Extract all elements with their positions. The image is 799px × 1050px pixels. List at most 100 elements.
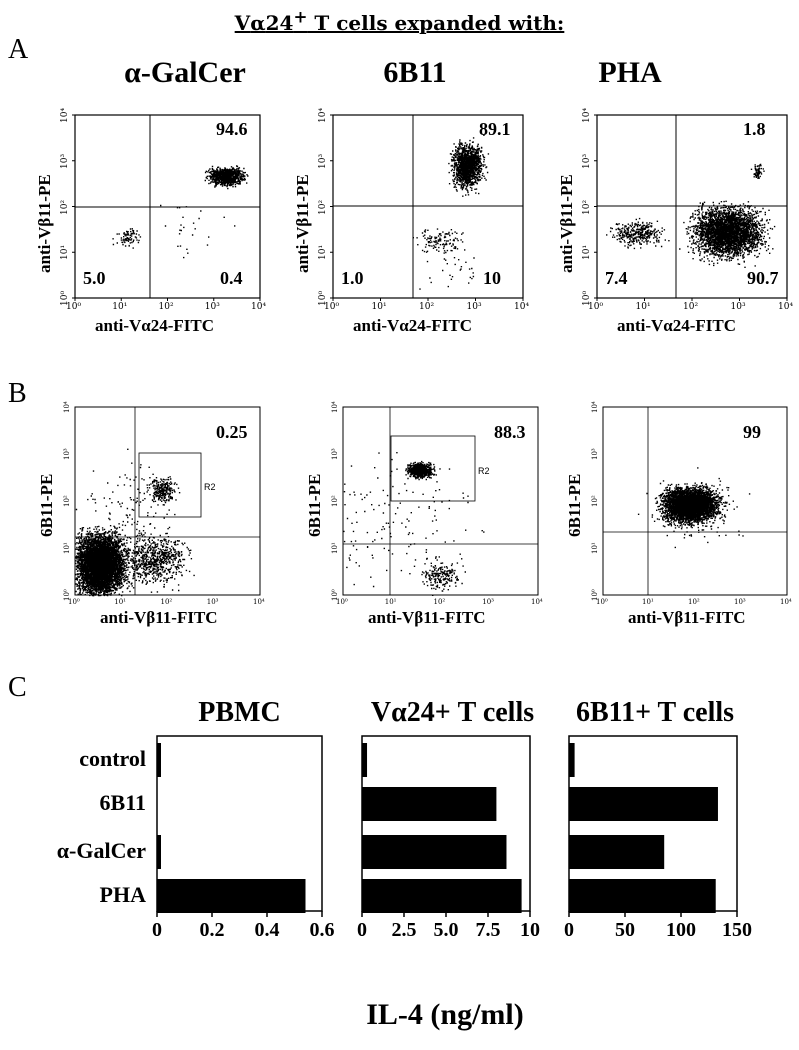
x-axis-title: IL-4 (ng/ml) [366, 998, 524, 1031]
plot-frame [74, 406, 261, 596]
y-axis-label: anti-Vβ11-PE [293, 174, 312, 273]
quadrant-lr-value: 90.7 [747, 268, 779, 288]
y-axis-label: anti-Vβ11-PE [35, 174, 54, 273]
x-tick-label: 10⁰ [324, 302, 340, 312]
y-tick-label: 10⁰ [63, 589, 71, 601]
category-label: control [79, 746, 146, 771]
flow-plot-b-2 [343, 452, 485, 596]
y-tick-label: 10³ [331, 448, 339, 460]
x-tick-label: 10⁰ [68, 598, 80, 606]
y-tick-label: 10⁴ [60, 107, 70, 123]
category-label: PHA [99, 882, 146, 907]
dot-cluster [75, 448, 181, 586]
dot-cluster [421, 556, 466, 596]
y-tick-label: 10² [318, 199, 328, 215]
y-tick-label: 10⁰ [318, 290, 328, 306]
x-tick-label: 10⁴ [514, 302, 530, 312]
x-axis-label: anti-Vβ11-FITC [100, 608, 218, 627]
x-tick-label: 10³ [482, 598, 494, 606]
x-tick-label: 150 [722, 919, 752, 941]
panel-a-title-3: PHA [598, 56, 662, 89]
bar [569, 835, 665, 869]
x-tick-label: 10¹ [635, 302, 651, 312]
x-tick-label: 5.0 [433, 919, 459, 941]
x-tick-label: 10⁴ [251, 302, 267, 312]
bar [362, 835, 507, 869]
x-tick-label: 10² [158, 302, 174, 312]
dot-cluster [204, 165, 249, 190]
gate-label: R2 [204, 482, 216, 492]
y-tick-label: 10³ [582, 153, 592, 169]
x-tick-label: 10¹ [371, 302, 387, 312]
y-tick-label: 10¹ [582, 245, 592, 261]
y-tick-label: 10³ [591, 448, 599, 460]
y-axis-label: 6B11-PE [565, 473, 584, 537]
panel-a-title-1: α-GalCer [124, 56, 246, 89]
x-tick-label: 0 [357, 919, 367, 941]
x-tick-label: 10⁰ [596, 598, 608, 606]
x-tick-label: 10³ [730, 302, 746, 312]
dot-cluster [160, 204, 236, 259]
dot-cluster [112, 228, 142, 249]
quadrant-ur-value: 1.8 [743, 119, 766, 139]
y-tick-label: 10³ [318, 153, 328, 169]
x-tick-label: 10² [683, 302, 699, 312]
dot-cluster [651, 480, 730, 531]
category-label: 6B11 [99, 790, 146, 815]
x-tick-label: 100 [666, 919, 696, 941]
x-tick-label: 10⁰ [66, 302, 82, 312]
dot-cluster [606, 217, 670, 250]
quadrant-ll-value: 7.4 [605, 268, 628, 288]
quadrant-ll-value: 1.0 [341, 268, 364, 288]
y-tick-label: 10² [331, 495, 339, 507]
y-tick-label: 10⁰ [591, 589, 599, 601]
dot-cluster [448, 134, 490, 197]
dot-cluster [146, 476, 180, 506]
dot-cluster [750, 163, 765, 179]
x-tick-label: 0.2 [199, 919, 225, 941]
flow-plot-a-3 [606, 163, 776, 268]
x-tick-label: 10³ [206, 598, 219, 606]
x-tick-label: 10 [520, 919, 540, 941]
x-tick-label: 10³ [734, 598, 746, 606]
x-tick-label: 10¹ [114, 598, 126, 606]
y-tick-label: 10³ [63, 448, 71, 460]
y-tick-label: 10² [582, 199, 592, 215]
y-tick-label: 10⁴ [582, 107, 592, 123]
x-axis-label: anti-Vα24-FITC [353, 316, 473, 335]
x-tick-label: 0.4 [254, 919, 280, 941]
x-tick-label: 0 [152, 919, 162, 941]
x-tick-label: 10⁰ [336, 598, 348, 606]
gate-r2 [390, 435, 476, 502]
y-axis-label: anti-Vβ11-PE [557, 174, 576, 273]
flow-plot-b-1 [75, 448, 195, 597]
x-tick-label: 50 [615, 919, 635, 941]
flow-plot-a-1 [112, 165, 249, 259]
y-axis-label: 6B11-PE [305, 473, 324, 537]
x-axis-label: anti-Vα24-FITC [617, 316, 737, 335]
y-tick-label: 10⁴ [318, 107, 328, 123]
y-tick-label: 10¹ [318, 245, 328, 261]
bar [362, 743, 368, 777]
plot-frame [342, 406, 539, 596]
y-tick-label: 10² [63, 495, 71, 507]
bar-panel-title: PBMC [198, 697, 281, 728]
bar [157, 835, 161, 869]
x-tick-label: 0 [564, 919, 574, 941]
bar-panel-title: 6B11+ T cells [575, 697, 735, 728]
x-tick-label: 10² [688, 598, 700, 606]
bar-panel-title: Vα24+ T cells [370, 697, 535, 728]
quadrant-ur-value: 94.6 [216, 119, 248, 139]
y-tick-label: 10¹ [60, 245, 70, 261]
panel-letter-c: C [8, 672, 27, 703]
dot-cluster [116, 528, 195, 593]
category-label: α-GalCer [56, 838, 146, 863]
quadrant-ll-value: 5.0 [83, 268, 106, 288]
x-tick-label: 10³ [466, 302, 482, 312]
x-tick-label: 10³ [204, 302, 220, 312]
y-tick-label: 10⁴ [63, 401, 71, 413]
dot-cluster [679, 200, 776, 268]
dot-cluster [75, 521, 136, 597]
y-tick-label: 10⁰ [331, 589, 339, 601]
